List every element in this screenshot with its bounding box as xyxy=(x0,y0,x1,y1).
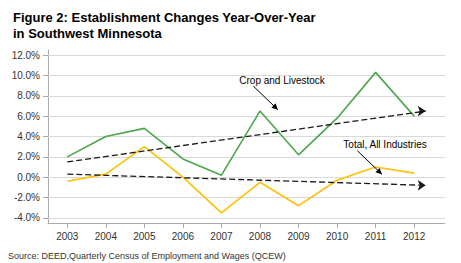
svg-text:-2.0%: -2.0% xyxy=(14,192,40,203)
svg-text:-4.0%: -4.0% xyxy=(14,212,40,223)
svg-text:2.0%: 2.0% xyxy=(17,151,40,162)
svg-text:2003: 2003 xyxy=(56,231,79,242)
svg-text:2011: 2011 xyxy=(365,231,387,242)
svg-text:4.0%: 4.0% xyxy=(17,131,40,142)
svg-text:2012: 2012 xyxy=(403,231,426,242)
svg-text:2004: 2004 xyxy=(95,231,118,242)
svg-text:2007: 2007 xyxy=(210,231,233,242)
svg-text:Total, All Industries: Total, All Industries xyxy=(343,139,426,150)
svg-text:2010: 2010 xyxy=(326,231,349,242)
svg-text:0.0%: 0.0% xyxy=(17,172,40,183)
svg-text:12.0%: 12.0% xyxy=(12,50,40,61)
svg-text:Crop and Livestock: Crop and Livestock xyxy=(239,75,326,86)
svg-text:2008: 2008 xyxy=(249,231,272,242)
svg-text:Source: DEED,Quarterly Census: Source: DEED,Quarterly Census of Employm… xyxy=(8,251,286,261)
svg-text:2006: 2006 xyxy=(172,231,195,242)
svg-text:Figure 2: Establishment Change: Figure 2: Establishment Changes Year-Ove… xyxy=(13,10,316,25)
svg-text:6.0%: 6.0% xyxy=(17,111,40,122)
svg-text:2005: 2005 xyxy=(133,231,156,242)
svg-text:8.0%: 8.0% xyxy=(17,90,40,101)
svg-text:in Southwest Minnesota: in Southwest Minnesota xyxy=(13,26,163,41)
svg-text:2009: 2009 xyxy=(287,231,310,242)
svg-text:10.0%: 10.0% xyxy=(12,70,40,81)
